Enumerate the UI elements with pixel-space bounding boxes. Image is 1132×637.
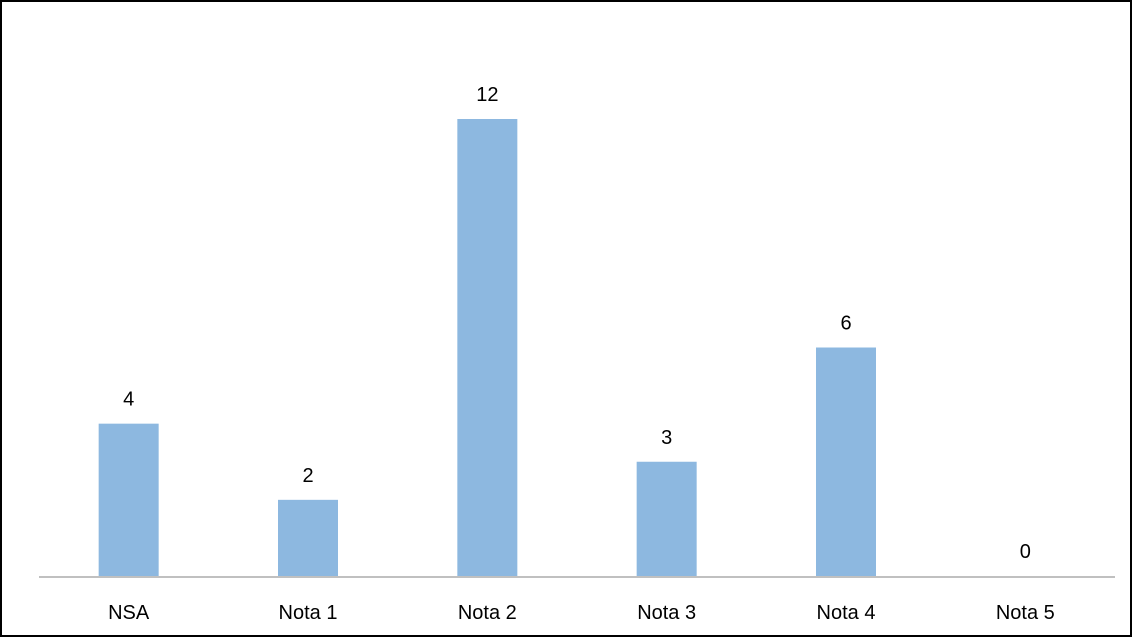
x-tick-label: Nota 1	[279, 602, 338, 624]
labels-layer: 4 2 12 3 6 0	[123, 84, 1031, 563]
x-tick-label: NSA	[108, 602, 150, 624]
bar-nota-4	[816, 347, 876, 576]
data-label: 3	[661, 427, 672, 449]
data-label: 12	[476, 84, 498, 106]
bar-nota-3	[636, 461, 697, 576]
data-label: 2	[302, 465, 313, 487]
x-tick-label: Nota 2	[458, 602, 517, 624]
bars-layer	[98, 119, 876, 576]
bar-nota-2	[457, 119, 518, 576]
x-tick-label: Nota 4	[817, 602, 876, 624]
bar-nota-1	[278, 499, 338, 576]
data-label: 6	[840, 313, 851, 335]
bar-nsa	[98, 423, 159, 576]
x-tick-label: Nota 3	[637, 602, 696, 624]
x-tick-label: Nota 5	[996, 602, 1055, 624]
data-label: 0	[1020, 541, 1031, 563]
tick-labels-layer: NSA Nota 1 Nota 2 Nota 3 Nota 4 Nota 5	[108, 602, 1055, 624]
data-label: 4	[123, 389, 134, 411]
